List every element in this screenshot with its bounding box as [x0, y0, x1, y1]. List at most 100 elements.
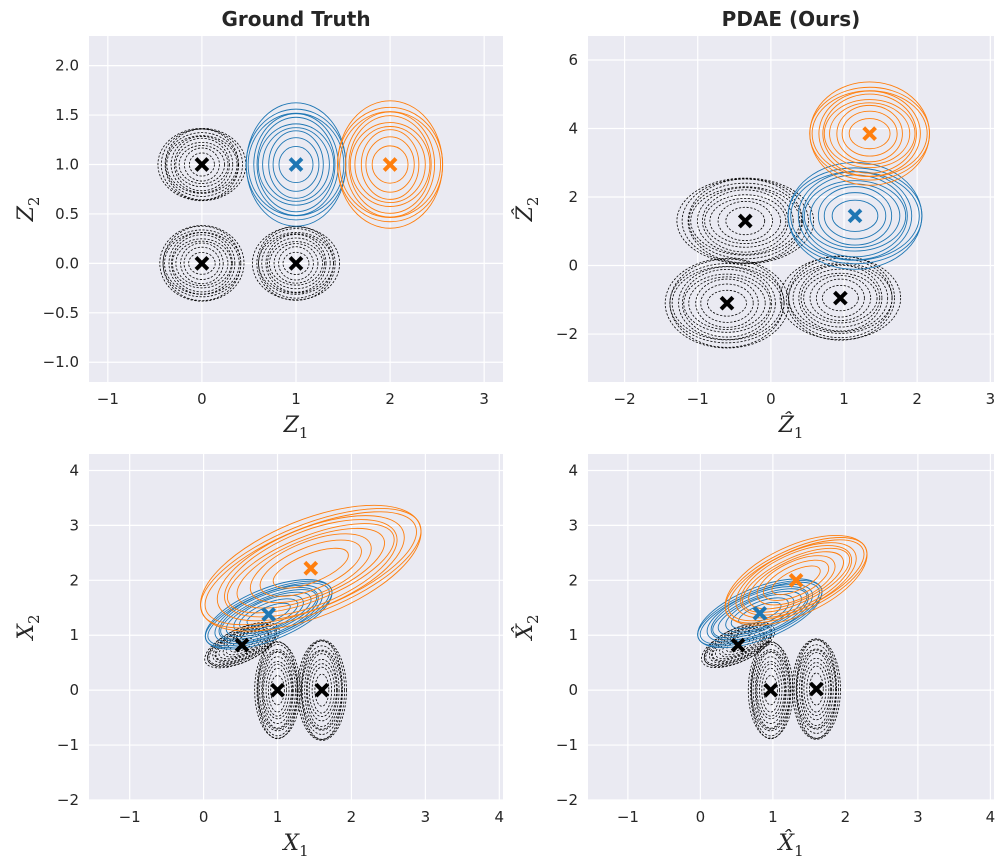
- contours: [664, 81, 931, 349]
- y-tick-label: 4: [69, 461, 79, 479]
- black-contour-level: [687, 178, 803, 264]
- black-contour-level: [791, 638, 841, 740]
- y-tick-label: 0: [568, 681, 578, 699]
- orange-contour-level: [756, 555, 836, 606]
- contours: [697, 534, 868, 740]
- blue-mode-marker: [288, 157, 304, 172]
- black-contour-level: [800, 268, 881, 328]
- blue-density-contours: [245, 102, 347, 227]
- orange-contour-level: [809, 81, 930, 186]
- blue-contour-level: [717, 590, 802, 636]
- black-contour-level: [815, 278, 865, 318]
- black-contour-level: [798, 264, 883, 332]
- black-contour-level: [314, 673, 330, 707]
- y-tick-label: 4: [568, 119, 578, 137]
- y-axis-label: X2: [14, 614, 43, 641]
- orange-contour-level: [829, 102, 911, 165]
- black-contour-level: [175, 240, 229, 286]
- orange-contour-level: [349, 122, 431, 207]
- black-contour-level: [178, 145, 226, 184]
- blue-contour-level: [725, 593, 795, 633]
- black-contour-level: [300, 640, 343, 740]
- black-contour-level: [183, 246, 221, 280]
- black-contour-level: [180, 242, 224, 285]
- x-axis-label: X̂1: [776, 830, 803, 859]
- y-tick-label: 1.0: [55, 156, 79, 174]
- x-tick-label: −1: [97, 390, 119, 408]
- black-contour-level: [800, 652, 832, 726]
- blue-contour-level: [710, 586, 809, 641]
- black-contour-level: [308, 663, 335, 718]
- black-contour-level: [678, 266, 776, 341]
- orange-contour-level: [360, 129, 420, 200]
- orange-contour-level: [200, 504, 422, 632]
- orange-contour-level: [742, 547, 851, 613]
- panel-ground-truth-observed: −1 0 1 2 3 4 −2 −1 0 1 2 3 4 X1 X2: [14, 454, 504, 859]
- orange-contour-level: [365, 136, 415, 193]
- black-contour-level: [273, 243, 319, 284]
- black-density-contours: [676, 177, 815, 265]
- orange-contour-level: [836, 104, 903, 163]
- black-contour-level: [268, 667, 288, 713]
- blue-contour-level: [699, 581, 820, 645]
- y-tick-label: 1: [568, 626, 578, 644]
- black-contour-level: [759, 663, 783, 717]
- orange-contour-level: [337, 100, 444, 229]
- panel-title: PDAE (Ours): [722, 7, 861, 31]
- y-tick-label: −0.5: [43, 304, 79, 322]
- x-tick-label: 0: [199, 808, 209, 826]
- black-contour-level: [170, 135, 234, 194]
- blue-contour-level: [262, 127, 330, 202]
- blue-contour-level: [803, 180, 907, 252]
- black-contour-level: [806, 665, 827, 713]
- black-contour-level: [165, 132, 239, 197]
- black-mode-marker: [833, 290, 848, 306]
- black-mode-marker: [194, 256, 210, 271]
- black-contour-level: [803, 662, 830, 716]
- orange-contour-level: [724, 534, 868, 626]
- black-contour-level: [715, 631, 762, 660]
- black-contour-level: [752, 650, 789, 730]
- black-contour-level: [159, 225, 245, 302]
- x-tick-label: −2: [614, 390, 636, 408]
- blue-contour-level: [697, 578, 823, 649]
- x-tick-label: −1: [617, 808, 639, 826]
- black-density-contours: [779, 255, 902, 341]
- black-contour-level: [747, 641, 794, 739]
- black-contour-level: [803, 272, 878, 324]
- orange-contour-level: [226, 523, 395, 614]
- black-contour-level: [725, 206, 766, 236]
- orange-density-contours: [337, 100, 444, 229]
- orange-contour-level: [823, 99, 916, 169]
- black-contour-level: [164, 231, 240, 295]
- black-mode-marker: [194, 157, 210, 172]
- orange-mode-marker: [788, 572, 804, 588]
- black-contour-level: [301, 649, 342, 731]
- y-tick-label: 2: [568, 571, 578, 589]
- orange-contour-level: [272, 547, 349, 589]
- x-tick-label: 1: [273, 808, 283, 826]
- black-contour-level: [792, 263, 889, 333]
- blue-contour-level: [207, 582, 330, 647]
- y-tick-label: 2: [69, 571, 79, 589]
- blue-contour-level: [278, 146, 314, 184]
- black-contour-level: [263, 661, 292, 720]
- blue-density-contours: [697, 578, 823, 649]
- x-tick-label: 4: [495, 808, 505, 826]
- black-density-contours: [254, 641, 301, 740]
- black-contour-level: [809, 275, 872, 321]
- y-tick-label: 4: [568, 461, 578, 479]
- black-contour-level: [298, 640, 345, 741]
- blue-mode-marker: [261, 607, 276, 622]
- black-contour-level: [754, 651, 787, 729]
- orange-mode-marker: [303, 560, 319, 576]
- black-density-contours: [747, 641, 794, 740]
- orange-contour-level: [224, 519, 398, 618]
- black-contour-level: [267, 237, 325, 290]
- black-contour-level: [785, 255, 895, 341]
- black-contour-level: [690, 186, 801, 256]
- orange-contour-level: [763, 559, 830, 601]
- black-contour-level: [750, 641, 792, 740]
- orange-contour-level: [236, 527, 385, 609]
- blue-contour-level: [256, 116, 336, 213]
